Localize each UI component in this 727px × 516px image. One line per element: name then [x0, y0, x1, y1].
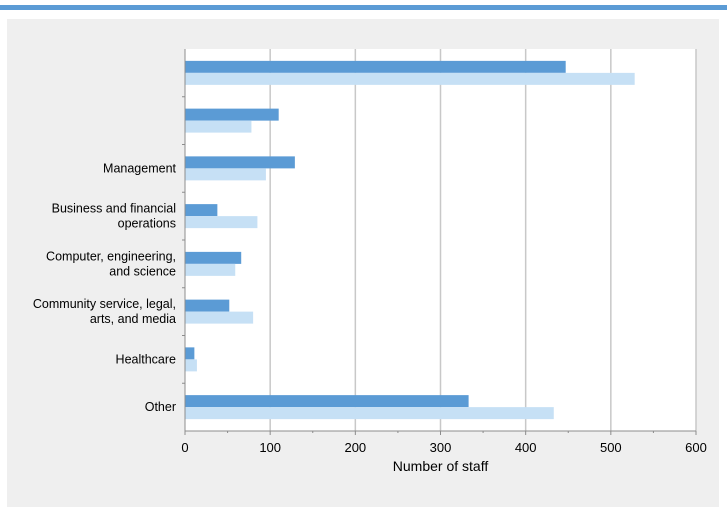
bar-series-1 [185, 395, 469, 408]
bar-series-1 [185, 108, 279, 121]
bar-series-2 [185, 311, 254, 324]
bar-series-1 [185, 60, 566, 73]
x-tick-label: 0 [181, 440, 188, 455]
x-tick-label: 600 [685, 440, 707, 455]
top-rule [0, 5, 727, 10]
category-label: Other [145, 400, 176, 414]
bar-series-1 [185, 251, 242, 264]
category-label: operations [118, 217, 176, 231]
bar-series-2 [185, 72, 635, 85]
bar-series-2 [185, 407, 554, 420]
x-tick-label: 500 [600, 440, 622, 455]
category-label: Management [103, 161, 176, 175]
x-tick-label: 400 [515, 440, 537, 455]
bar-series-2 [185, 120, 252, 133]
category-label: Community service, legal, [33, 297, 176, 311]
category-label: Business and financial [52, 202, 176, 216]
category-labels: Management Business and financialoperatio… [33, 161, 177, 414]
x-tick-label: 200 [344, 440, 366, 455]
bar-series-1 [185, 156, 295, 169]
bar-series-2 [185, 263, 236, 276]
bar-series-1 [185, 299, 230, 312]
axes [182, 49, 697, 435]
bar-series-1 [185, 347, 195, 360]
category-label: Computer, engineering, [46, 249, 176, 263]
x-tick-labels: 0 100 200 300 400 500 600 [181, 440, 706, 455]
category-label: and science [109, 264, 176, 278]
category-label: arts, and media [90, 312, 176, 326]
bars [185, 60, 635, 420]
x-tick-label: 300 [430, 440, 452, 455]
chart-panel: 0 100 200 300 400 500 600 Management Business a… [7, 19, 719, 507]
bar-series-2 [185, 359, 197, 372]
x-axis-title: Number of staff [393, 458, 489, 474]
category-label: Healthcare [116, 352, 176, 366]
bar-series-2 [185, 216, 258, 229]
bar-series-2 [185, 168, 266, 181]
bar-series-1 [185, 204, 218, 217]
horizontal-bar-chart: 0 100 200 300 400 500 600 Management Business a… [33, 49, 707, 474]
x-tick-label: 100 [259, 440, 281, 455]
